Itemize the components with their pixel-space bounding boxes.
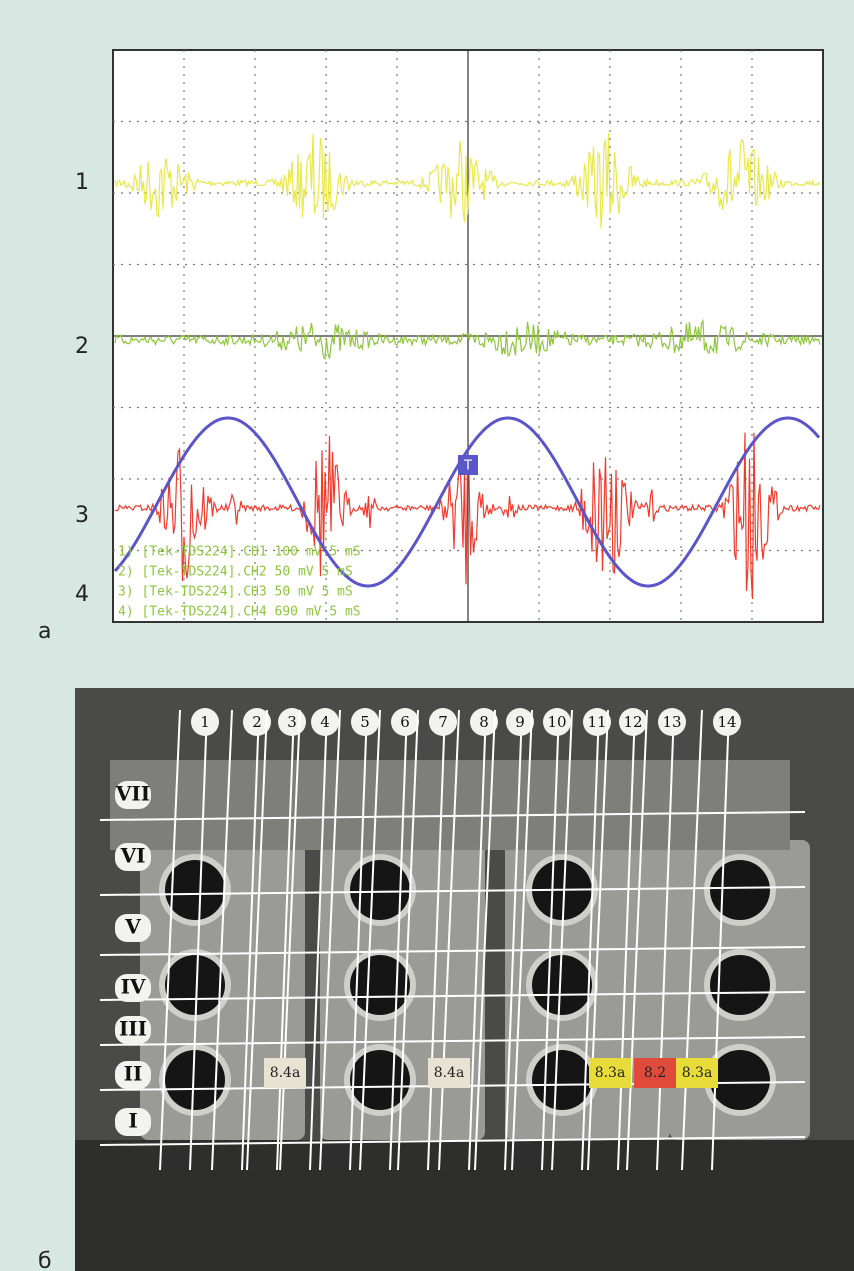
scope-legend: 1) [Tek-TDS224].CH1 100 mV 5 mS [118, 545, 361, 560]
column-label: 1 [200, 713, 210, 731]
trigger-label: T [463, 459, 472, 474]
tank-top [110, 760, 790, 850]
port [532, 1050, 592, 1110]
scope-legend: 3) [Tek-TDS224].CH3 50 mV 5 mS [118, 585, 353, 600]
channel-label: 4 [75, 582, 89, 607]
row-label: I [128, 1109, 137, 1133]
page: {"panel_a": {"label": "а", "channel_labe… [0, 0, 854, 1271]
scope-legend: 2) [Tek-TDS224].CH2 50 mV 5 mS [118, 565, 353, 580]
zone-label: 8.2 [644, 1065, 666, 1081]
column-label: 7 [438, 713, 448, 731]
channel-label: 3 [75, 503, 89, 528]
zone-label: 8.4a [270, 1065, 301, 1081]
row-label: III [119, 1017, 147, 1041]
scope-legend: 4) [Tek-TDS224].CH4 690 mV 5 mS [118, 605, 361, 620]
panel-label: б [38, 1249, 52, 1271]
column-label: 8 [479, 713, 489, 731]
row-label: VI [120, 844, 146, 868]
port [165, 955, 225, 1015]
column-label: 11 [587, 713, 606, 731]
row-label: V [124, 915, 141, 939]
figure: T 1) [Tek-TDS224].CH1 100 mV 5 mS 2) [Tek-… [0, 0, 854, 1271]
column-label: 12 [623, 713, 642, 731]
column-label: 10 [547, 713, 566, 731]
row-label: VII [115, 782, 150, 806]
row-label: IV [121, 975, 146, 999]
ground [75, 1140, 854, 1271]
column-label: 4 [320, 713, 330, 731]
column-label: 2 [252, 713, 262, 731]
column-label: 6 [400, 713, 410, 731]
column-label: 5 [360, 713, 370, 731]
port [710, 1050, 770, 1110]
channel-label: 1 [75, 170, 89, 195]
port [710, 860, 770, 920]
row-label: II [124, 1062, 143, 1086]
channel-label: 2 [75, 334, 89, 359]
column-label: 14 [717, 713, 736, 731]
column-label: 9 [515, 713, 525, 731]
column-label: 3 [287, 713, 297, 731]
column-label: 13 [662, 713, 681, 731]
zone-label: 8.3a [682, 1065, 713, 1081]
port [350, 955, 410, 1015]
port [532, 955, 592, 1015]
zone-label: 8.4a [434, 1065, 465, 1081]
panel-label: а [38, 619, 51, 644]
zone-label: 8.3a [595, 1065, 626, 1081]
